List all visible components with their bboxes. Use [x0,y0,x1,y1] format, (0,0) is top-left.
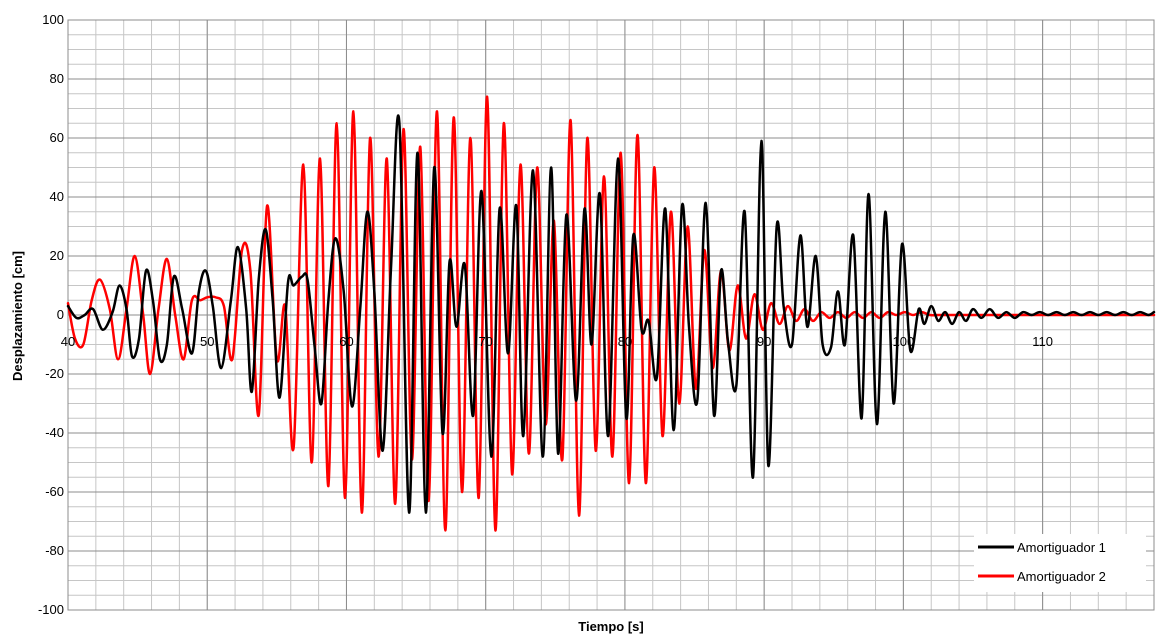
x-tick-label: 70 [478,334,492,349]
y-tick-label: 0 [57,307,64,322]
x-tick-label: 60 [339,334,353,349]
legend: Amortiguador 1 Amortiguador 2 [974,534,1146,592]
legend-box [974,534,1146,592]
legend-label-amortiguador-1: Amortiguador 1 [1017,540,1106,555]
x-axis-title: Tiempo [s] [578,619,644,634]
y-tick-label: -40 [45,425,64,440]
x-tick-label: 50 [200,334,214,349]
y-tick-label: -100 [38,602,64,617]
y-tick-label: -20 [45,366,64,381]
series-line-amortiguador-1 [66,114,1156,514]
x-tick-label: 80 [618,334,632,349]
y-tick-labels: -100 -80 -60 -40 -20 0 20 40 60 80 100 [38,12,64,617]
y-tick-label: 80 [50,71,64,86]
y-tick-label: 20 [50,248,64,263]
y-tick-label: 100 [42,12,64,27]
y-axis-title: Desplazamiento [cm] [10,251,25,381]
series-layer [66,95,1156,532]
x-tick-label: 90 [757,334,771,349]
x-tick-label: 110 [1032,334,1053,349]
y-tick-label: 40 [50,189,64,204]
y-tick-label: -60 [45,484,64,499]
y-tick-label: 60 [50,130,64,145]
series-line-amortiguador-2 [66,95,1156,532]
y-tick-label: -80 [45,543,64,558]
x-tick-label: 100 [893,334,915,349]
x-tick-label: 40 [61,334,75,349]
x-tick-labels: 40 50 60 70 80 90 100 110 [61,334,1053,349]
legend-label-amortiguador-2: Amortiguador 2 [1017,569,1106,584]
